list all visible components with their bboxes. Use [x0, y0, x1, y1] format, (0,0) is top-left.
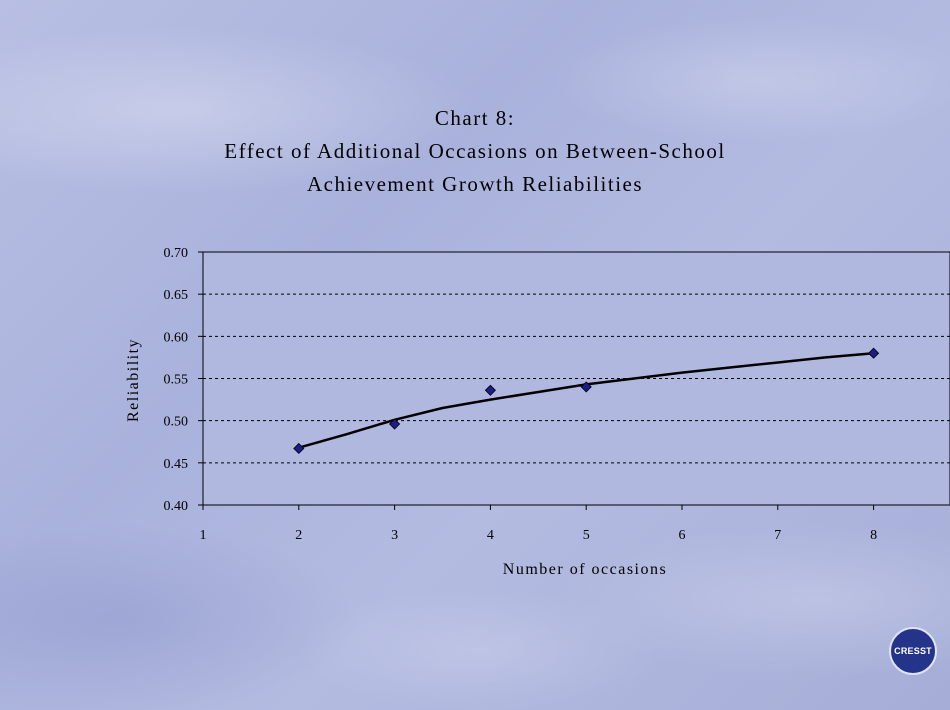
- y-tick-label: 0.70: [164, 246, 189, 261]
- x-tick-label: 3: [391, 528, 398, 543]
- x-tick-label: 5: [583, 528, 590, 543]
- y-tick-label: 0.45: [164, 457, 189, 472]
- x-tick-label: 6: [679, 528, 686, 543]
- data-point: [484, 384, 496, 396]
- chart-title-line-2: Effect of Additional Occasions on Betwee…: [224, 139, 726, 163]
- chart-title-line-1: Chart 8:: [434, 106, 516, 130]
- x-tick-label: 7: [774, 528, 781, 543]
- data-point: [868, 347, 880, 359]
- x-tick-label: 2: [295, 528, 302, 543]
- data-markers: [293, 347, 880, 455]
- x-tick-label: 8: [870, 528, 877, 543]
- chart-title-line-3: Achievement Growth Reliabilities: [306, 172, 644, 196]
- y-axis-title: Reliability: [125, 338, 142, 422]
- grid-lines: [203, 251, 950, 464]
- logo-text: CRESST: [894, 646, 932, 656]
- data-point: [580, 381, 592, 393]
- y-tick-label: 0.50: [164, 415, 189, 430]
- x-axis-title: Number of occasions: [503, 561, 667, 578]
- x-tick-label: 4: [487, 528, 494, 543]
- cresst-logo: CRESST: [889, 627, 937, 675]
- y-axis-ticks: 0.40 0.45 0.50 0.55 0.60 0.65 0.70: [164, 246, 203, 514]
- x-tick-label: 1: [200, 528, 207, 543]
- y-tick-label: 0.55: [164, 373, 189, 388]
- y-tick-label: 0.40: [164, 499, 189, 514]
- data-point: [389, 418, 401, 430]
- y-tick-label: 0.65: [164, 288, 189, 303]
- x-axis-ticks: 1 2 3 4 5 6 7 8: [200, 505, 877, 543]
- data-point: [293, 442, 305, 455]
- y-tick-label: 0.60: [164, 330, 189, 345]
